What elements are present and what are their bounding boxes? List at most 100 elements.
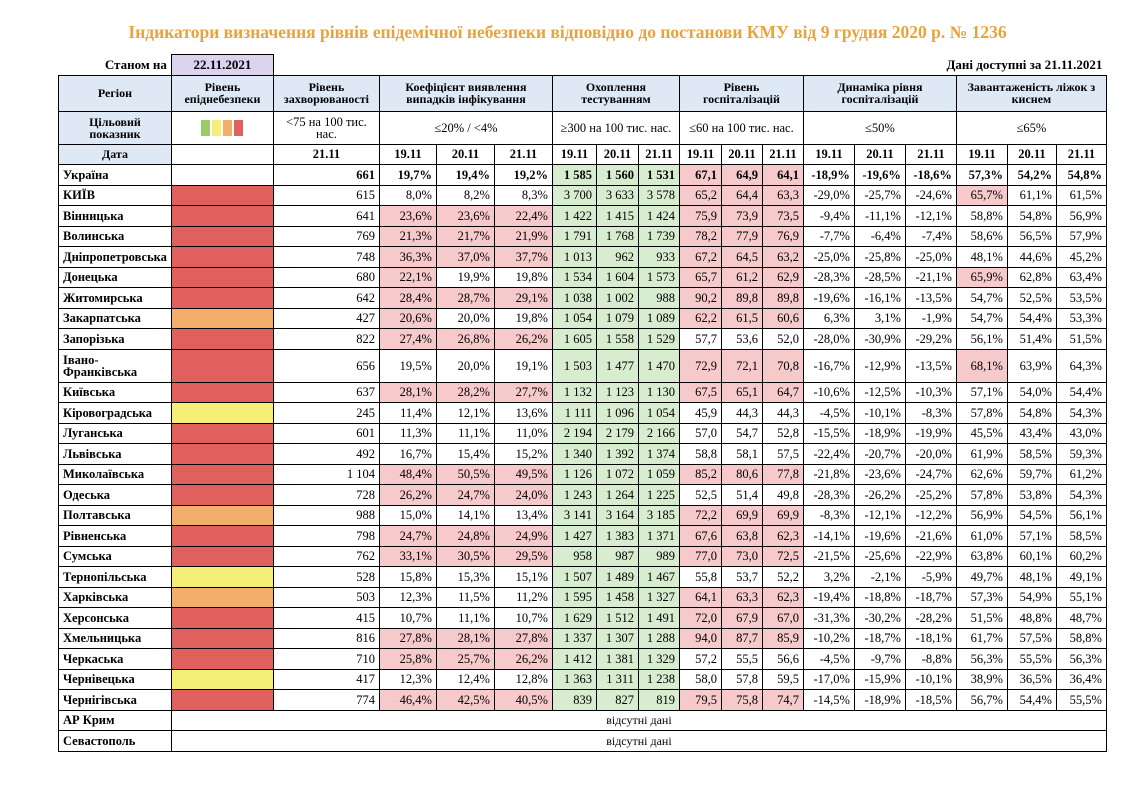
incidence-value: 769	[272, 225, 380, 247]
testing-value: 2 166	[637, 422, 680, 444]
hospitalization-value: 55,8	[678, 566, 722, 588]
level-cell	[170, 668, 274, 690]
legend-yellow-swatch	[212, 119, 222, 136]
hospitalization-value: 85,9	[761, 627, 804, 649]
hospitalization-value: 62,9	[761, 266, 804, 288]
incidence-value: 1 104	[272, 463, 380, 485]
detection-value: 16,7%	[378, 443, 437, 465]
hosp-dynamics-value: -18,1%	[904, 627, 957, 649]
hospitalization-value: 64,1	[761, 164, 804, 186]
region-name: Чернігівська	[58, 689, 172, 711]
testing-value: 1 340	[551, 443, 597, 465]
hospitalization-value: 70,8	[761, 348, 804, 383]
level-cell	[170, 184, 274, 206]
oxygen-beds-value: 57,1%	[955, 381, 1008, 403]
region-name: Запорізька	[58, 328, 172, 350]
hosp-dynamics-value: -19,4%	[802, 586, 855, 608]
table-row: Полтавська 988 15,0% 14,1% 13,4% 3 141 3 164 3 …	[58, 504, 1107, 526]
date-hosp-dynamics-1: 20.11	[853, 143, 906, 165]
testing-value: 1 054	[637, 402, 680, 424]
target-label: Цільовий показник	[58, 110, 172, 145]
testing-value: 1 130	[637, 381, 680, 403]
hosp-dynamics-value: -29,0%	[802, 184, 855, 206]
oxygen-beds-value: 56,9%	[955, 504, 1008, 526]
detection-value: 20,0%	[435, 348, 495, 383]
testing-value: 3 578	[637, 184, 680, 206]
spacer	[273, 55, 803, 76]
hospitalization-value: 78,2	[678, 225, 722, 247]
detection-value: 27,7%	[493, 381, 553, 403]
oxygen-beds-value: 54,5%	[1006, 504, 1057, 526]
hospitalization-value: 52,2	[761, 566, 804, 588]
testing-value: 1 739	[637, 225, 680, 247]
detection-value: 8,2%	[435, 184, 495, 206]
hosp-dynamics-value: 6,3%	[802, 307, 855, 329]
detection-value: 22,4%	[493, 205, 553, 227]
hospitalization-value: 53,6	[720, 328, 763, 350]
detection-value: 19,5%	[378, 348, 437, 383]
region-name: Полтавська	[58, 504, 172, 526]
testing-value: 819	[637, 689, 680, 711]
incidence-value: 816	[272, 627, 380, 649]
header-level: Рівень епіднебезпеки	[170, 74, 274, 112]
hospitalization-value: 51,4	[720, 484, 763, 506]
region-name: Івано-Франківська	[58, 348, 172, 383]
oxygen-beds-value: 58,5%	[1055, 525, 1107, 547]
detection-value: 24,9%	[493, 525, 553, 547]
hosp-dynamics-value: -13,5%	[904, 287, 957, 309]
hospitalization-value: 90,2	[678, 287, 722, 309]
hospitalization-value: 80,6	[720, 463, 763, 485]
detection-value: 19,2%	[493, 164, 553, 186]
hosp-dynamics-value: -7,7%	[802, 225, 855, 247]
oxygen-beds-value: 62,6%	[955, 463, 1008, 485]
incidence-value: 528	[272, 566, 380, 588]
level-cell	[170, 504, 274, 526]
hospitalization-value: 45,9	[678, 402, 722, 424]
testing-value: 1 531	[637, 164, 680, 186]
testing-value: 1 311	[595, 668, 639, 690]
region-name: Миколаївська	[58, 463, 172, 485]
region-name: Хмельницька	[58, 627, 172, 649]
hosp-dynamics-value: -8,3%	[904, 402, 957, 424]
hosp-dynamics-value: -21,5%	[802, 545, 855, 567]
table-row: Чернівецька 417 12,3% 12,4% 12,8% 1 363 1 311 1…	[58, 668, 1107, 690]
header-row: Регіон Рівень епіднебезпеки Рівень захво…	[58, 74, 1107, 112]
hospitalization-value: 72,5	[761, 545, 804, 567]
testing-value: 988	[637, 287, 680, 309]
hospitalization-value: 63,2	[761, 246, 804, 268]
oxygen-beds-value: 60,1%	[1006, 545, 1057, 567]
level-cell	[170, 648, 274, 670]
detection-value: 19,7%	[378, 164, 437, 186]
level-cell	[170, 545, 274, 567]
hosp-dynamics-value: -18,5%	[904, 689, 957, 711]
hosp-dynamics-value: -28,2%	[904, 607, 957, 629]
hospitalization-value: 64,7	[761, 381, 804, 403]
level-cell	[170, 287, 274, 309]
testing-value: 1 307	[595, 627, 639, 649]
level-cell	[170, 525, 274, 547]
hospitalization-value: 44,3	[720, 402, 763, 424]
hosp-dynamics-value: -28,3%	[802, 266, 855, 288]
missing-data-row: АР Крим відсутні дані	[58, 709, 1107, 731]
table-row: Донецька 680 22,1% 19,9% 19,8% 1 534 1 604 1 57…	[58, 266, 1107, 288]
detection-value: 10,7%	[378, 607, 437, 629]
detection-value: 46,4%	[378, 689, 437, 711]
date-hosp-dynamics-2: 21.11	[904, 143, 957, 165]
hospitalization-value: 58,1	[720, 443, 763, 465]
header-detection: Коефіцієнт виявлення випадків інфікуванн…	[378, 74, 553, 112]
hospitalization-value: 62,3	[761, 525, 804, 547]
testing-value: 1 477	[595, 348, 639, 383]
hosp-dynamics-value: -15,9%	[853, 668, 906, 690]
region-name: Волинська	[58, 225, 172, 247]
detection-value: 24,0%	[493, 484, 553, 506]
region-name: Харківська	[58, 586, 172, 608]
detection-value: 19,9%	[435, 266, 495, 288]
oxygen-beds-value: 53,8%	[1006, 484, 1057, 506]
hospitalization-value: 94,0	[678, 627, 722, 649]
detection-value: 25,8%	[378, 648, 437, 670]
level-cell	[170, 402, 274, 424]
hospitalization-value: 77,9	[720, 225, 763, 247]
detection-value: 19,1%	[493, 348, 553, 383]
table-body: Станом на 22.11.2021 Дані доступні за 21…	[58, 54, 1107, 752]
hospitalization-value: 72,0	[678, 607, 722, 629]
